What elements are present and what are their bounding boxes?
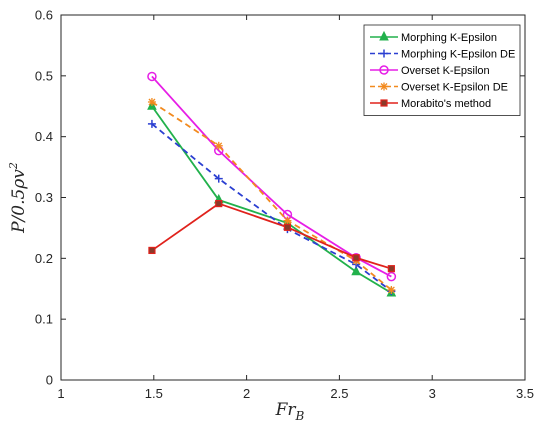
y-axis-label-main: P/0.5ρv [9, 169, 29, 234]
y-tick-label: 0.3 [35, 190, 53, 205]
legend-swatch-marker [379, 30, 389, 41]
x-axis-label-text: FrB [275, 400, 305, 423]
legend-label: Morphing K-Epsilon [401, 32, 497, 44]
x-tick-label: 2 [243, 386, 250, 401]
x-tick-label: 2.5 [330, 386, 348, 401]
series-3-point [283, 216, 292, 225]
legend-swatch-marker [380, 82, 388, 91]
legend-entry: Overset K-Epsilon DE [370, 82, 508, 94]
series-4-point [283, 223, 292, 231]
series-3 [147, 97, 396, 294]
x-tick-label: 3.5 [516, 386, 534, 401]
x-axis-label-main: Fr [275, 400, 297, 420]
series-3-point-d2 [148, 98, 156, 106]
y-axis-label-sup: 2 [7, 162, 20, 170]
x-tick-label: 3 [429, 386, 436, 401]
y-tick-label: 0.1 [35, 312, 53, 327]
series-3-point [147, 97, 156, 106]
series-2 [147, 71, 397, 282]
series-3-point [387, 285, 396, 294]
series-1-point [214, 174, 223, 183]
legend-swatch-marker [380, 49, 388, 58]
legend-label: Overset K-Epsilon [401, 65, 490, 77]
series-2-point [147, 71, 157, 82]
series-3-point-d2 [387, 286, 395, 294]
x-tick-label: 1.5 [145, 386, 163, 401]
y-axis-label-text: P/0.5ρv2 [7, 162, 29, 234]
series-line-2 [151, 75, 392, 278]
series-4-point [352, 254, 360, 262]
legend-entry: Morabito's method [370, 98, 491, 110]
series-4-point [387, 265, 395, 273]
series-3-point [214, 141, 223, 150]
x-axis-label-sub: B [295, 409, 305, 423]
series-1 [147, 119, 396, 296]
legend-entry: Morphing K-Epsilon [370, 30, 497, 44]
legend-swatch-marker-d2 [380, 83, 388, 90]
legend-entry: Morphing K-Epsilon DE [370, 49, 515, 61]
series-1-point [147, 119, 156, 128]
y-tick-label: 0.2 [35, 251, 53, 266]
y-axis-label: P/0.5ρv2 [7, 162, 29, 234]
legend-label: Morphing K-Epsilon DE [401, 49, 515, 61]
series-4-point [215, 199, 223, 208]
series-4-point [148, 246, 156, 255]
x-tick-label: 1 [57, 386, 64, 401]
plot-area: 1 1.5 2 2.5 3 3.5 0 0.1 0.2 0.3 0.4 0.5 0.6 [35, 8, 534, 402]
legend-label: Morabito's method [401, 98, 491, 110]
series-4 [148, 199, 395, 273]
series-2-point [386, 271, 397, 282]
series-3-point-d2 [283, 217, 291, 225]
y-tick-label: 0 [46, 373, 53, 388]
legend-entry: Overset K-Epsilon [370, 65, 490, 77]
legend: Morphing K-Epsilon Morphing K-Epsilon DE O… [363, 24, 521, 116]
series-0-point [351, 265, 361, 276]
legend-label: Overset K-Epsilon DE [401, 82, 508, 94]
x-axis-label: FrB [275, 400, 305, 423]
series-3-point-d2 [215, 142, 223, 150]
y-tick-label: 0.5 [35, 68, 53, 83]
y-tick-label: 0.4 [35, 129, 53, 144]
legend-swatch-marker [379, 65, 389, 75]
legend-swatch-marker [380, 99, 388, 107]
y-tick-label: 0.6 [35, 8, 53, 23]
